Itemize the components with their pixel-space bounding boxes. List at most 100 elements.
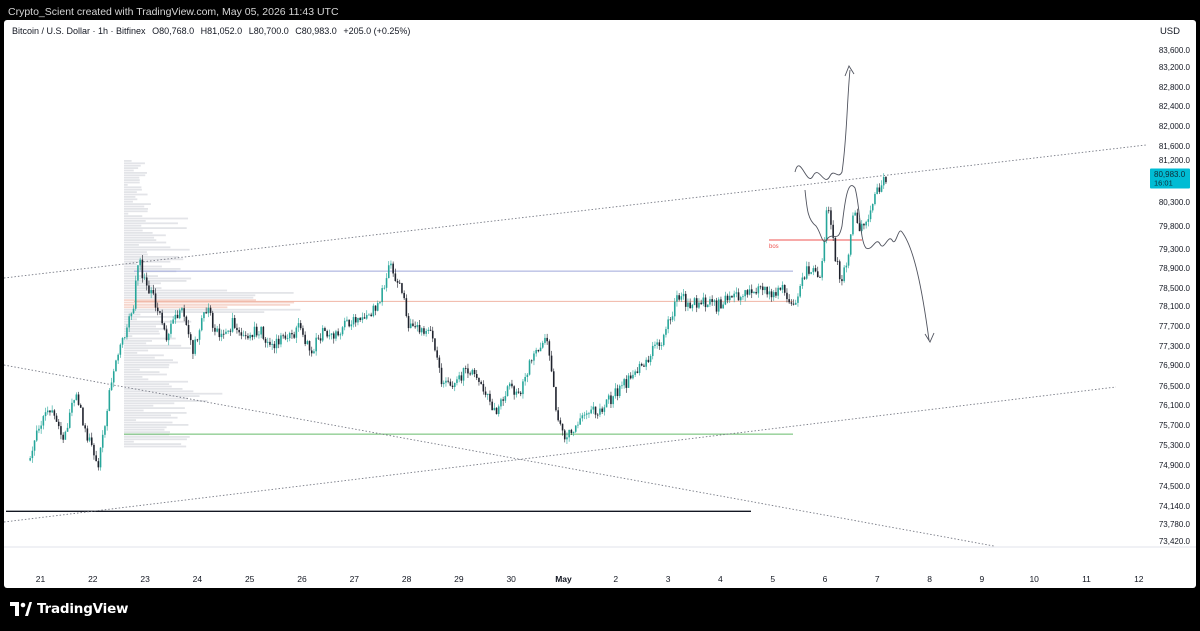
candle-body [550,355,553,372]
price-chart[interactable]: bos 83,600.0 83,200.0 82,800.0 82,400.0 82,0… [4,20,1196,588]
candle-body [753,291,755,294]
price-tick-label: 78,100.0 [1159,302,1191,311]
volume-profile-bar [124,349,149,352]
volume-profile-bar [124,364,170,366]
candle-body [636,371,639,373]
candle-body [75,394,78,401]
time-tick-label: 22 [88,574,98,584]
volume-profile-bar [124,172,147,174]
candle-body [834,237,837,262]
candle-body [577,424,579,426]
volume-profile-bar [124,316,174,318]
candle-body [794,302,797,305]
volume-profile-bar [124,162,145,165]
volume-profile-bar [124,306,228,309]
candle-body [82,407,84,426]
candle-body [843,267,845,282]
candle-body [737,292,740,301]
currency-label[interactable]: USD [1159,26,1180,37]
candle-body [231,318,234,332]
price-axis[interactable]: 83,600.0 83,200.0 82,800.0 82,400.0 82,000.0… [1150,46,1191,546]
candle-body [420,328,423,333]
candle-body [676,295,678,302]
candle-body [302,328,304,335]
candle-body [614,388,617,397]
volume-profile-bar [124,181,140,184]
candle-body [638,363,641,373]
candle-body [185,316,188,325]
volume-profile-bar [124,304,291,306]
volume-profile-bar [124,272,138,275]
candle-body [504,396,507,401]
candle-body [682,293,685,297]
volume-profile-bar [124,325,156,328]
volume-profile-bar [124,184,128,186]
volume-profile-bar [124,359,173,361]
candle-body [469,373,471,375]
bearish-projection-path [804,185,930,341]
tradingview-logo-icon [10,602,32,616]
candle-body [44,412,47,417]
candle-body [68,412,71,428]
candle-body [623,379,625,386]
candle-body [258,334,260,336]
candle-body [775,292,777,296]
chart-panel[interactable]: bos 83,600.0 83,200.0 82,800.0 82,400.0 82,0… [4,20,1196,588]
candle-body [222,333,225,335]
arrow-down-icon [924,332,935,343]
volume-profile-bar [124,301,295,304]
candle-body [513,386,515,395]
candle-body [552,371,555,387]
candle-body [170,323,172,334]
time-tick-label: 8 [927,574,932,584]
volume-profile-bar [124,426,167,429]
candle-body [596,414,599,416]
candle-body [440,367,443,385]
candle-body [493,407,496,411]
candle-body [165,329,168,341]
symbol-title[interactable]: Bitcoin / U.S. Dollar · 1h · Bitfinex [12,26,146,36]
volume-profile-bar [124,179,140,181]
volume-profile-bar [124,376,143,378]
candle-body [731,295,733,298]
candle-body [786,292,788,300]
candle-body [651,345,654,357]
candle-body [350,324,353,327]
candle-body [394,273,397,282]
time-axis[interactable]: 21 22 23 24 25 26 27 28 29 30 May 2 3 4 5 6 7 8 9 10 11 12 [4,546,1196,584]
price-tick-label: 77,700.0 [1159,322,1191,331]
candle-body [821,261,823,278]
candle-body [396,281,399,283]
volume-profile-bar [124,431,170,433]
volume-profile-bar [124,404,154,407]
candle-body [750,289,753,294]
candle-body [31,450,34,459]
price-tick-label: 82,800.0 [1159,83,1191,92]
candle-body [799,285,801,297]
candle-body [511,383,513,387]
candle-body [95,455,97,462]
candle-body [119,344,122,355]
volume-profile-bar [124,385,172,388]
bullish-projection-path [794,69,851,180]
candle-body [713,300,716,302]
candle-body [117,354,119,361]
last-price-label: 80,983.0 [1154,170,1186,179]
volume-profile-bar [124,412,187,414]
candle-body [544,337,546,343]
candle-body [141,259,144,279]
candle-body [585,413,588,415]
volume-profile-bar [124,371,160,373]
candle-body [412,323,414,327]
candle-body [616,388,619,397]
projection-drawings [794,65,935,343]
volume-profile-bar [124,227,187,229]
volume-profile-bar [124,282,161,285]
candle-body [684,293,687,307]
candle-body [495,407,498,415]
volume-profile-bar [124,208,148,210]
candle-body [548,341,551,356]
time-tick-label: 28 [402,574,412,584]
price-tick-label: 83,600.0 [1159,46,1191,55]
candle-body [854,212,856,216]
